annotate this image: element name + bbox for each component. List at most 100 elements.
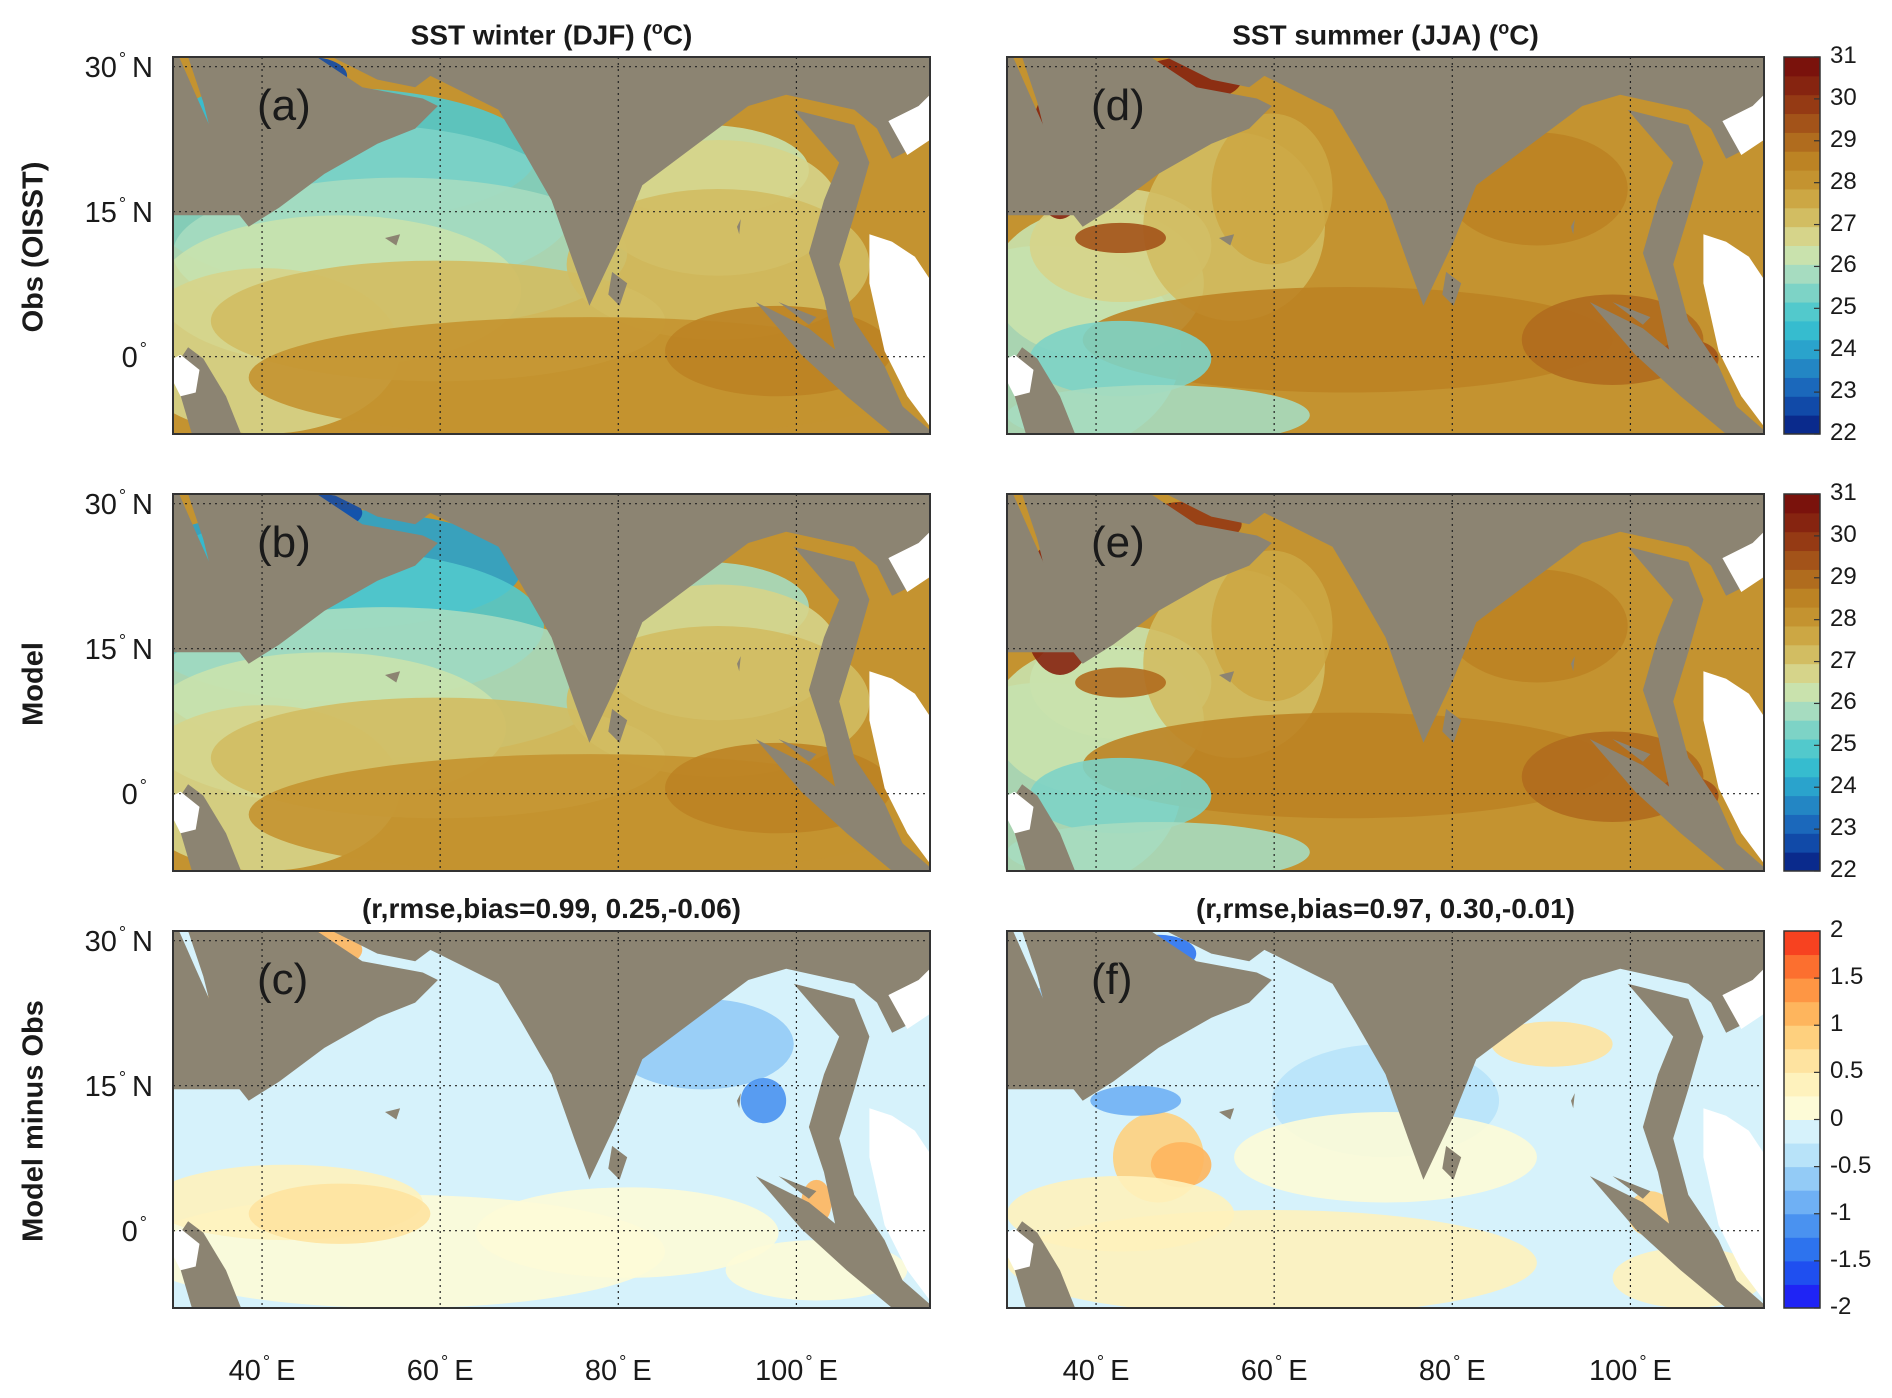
colorbar-tick-label: 23 — [1830, 814, 1857, 842]
masked-land — [888, 968, 930, 1029]
colorbar-tick-label: 24 — [1830, 335, 1857, 363]
row-label-obs: Obs (OISST) — [17, 161, 50, 333]
colorbar-segment — [1784, 132, 1820, 152]
land-mass — [1688, 377, 1696, 385]
masked-land — [1007, 791, 1034, 834]
map-panel-5 — [172, 930, 931, 1309]
colorbar-tick-label: 1.5 — [1830, 963, 1864, 991]
land-mass — [608, 1145, 628, 1180]
difference-colorbar — [1783, 930, 1821, 1309]
field-contour — [1029, 757, 1212, 834]
land-mass — [1442, 271, 1462, 306]
colorbar-tick-label: 25 — [1830, 293, 1857, 321]
field-contour — [475, 1187, 779, 1278]
colorbar-segment — [1784, 1001, 1820, 1026]
lon-tick-label: 80 ° E — [1418, 1352, 1486, 1387]
colorbar-segment — [1784, 1237, 1820, 1262]
colorbar-segment — [1784, 739, 1820, 759]
masked-land — [869, 234, 930, 427]
lon-tick-label: 40 ° E — [228, 1352, 296, 1387]
map-panel-3 — [172, 493, 931, 872]
panel-letter: (f) — [1091, 955, 1133, 1004]
colorbar-segment — [1784, 954, 1820, 979]
colorbar-tick-label: 27 — [1830, 646, 1857, 674]
lon-tick-label: 100 ° E — [1588, 1352, 1672, 1387]
field-contour — [1075, 222, 1166, 254]
land-mass — [1589, 1176, 1764, 1308]
colorbar-segment — [1784, 1190, 1820, 1215]
masked-land — [869, 671, 930, 864]
field-contour — [1029, 320, 1212, 397]
land-mass — [608, 271, 628, 306]
colorbar-segment — [1784, 531, 1820, 552]
land-mass — [1612, 739, 1651, 762]
land-mass — [793, 773, 809, 792]
land-mass — [385, 1108, 401, 1120]
lat-tick-label: 30 ° N — [84, 48, 153, 84]
colorbar-segment — [1784, 1213, 1820, 1238]
colorbar-segment — [1784, 978, 1820, 1003]
colorbar-tick-label: 24 — [1830, 772, 1857, 800]
colorbar-tick-label: 22 — [1830, 419, 1857, 446]
colorbar-segment — [1784, 1166, 1820, 1191]
land-mass — [1166, 494, 1764, 743]
field-contour — [1007, 821, 1310, 871]
land-mass — [1627, 1210, 1643, 1229]
colorbar-segment — [1784, 1143, 1820, 1168]
lat-tick-label: 30 ° N — [84, 922, 153, 958]
land-mass — [854, 1251, 862, 1259]
field-contour — [566, 625, 870, 777]
masked-land — [1703, 234, 1764, 427]
lon-tick-label: 60 ° E — [406, 1352, 474, 1387]
map-panel-1 — [172, 56, 931, 435]
map-panel-4 — [1006, 493, 1765, 872]
colorbar-segment — [1784, 245, 1820, 265]
colorbar-tick-label: 23 — [1830, 377, 1857, 405]
land-mass — [188, 57, 438, 227]
colorbar-segment — [1784, 339, 1820, 360]
land-mass — [1022, 57, 1272, 227]
colorbar-segment — [1784, 1260, 1820, 1285]
field-contour — [1090, 1085, 1182, 1116]
colorbar-segment — [1784, 57, 1820, 77]
masked-land — [1722, 94, 1764, 155]
masked-land — [869, 1108, 930, 1301]
land-mass — [188, 494, 438, 664]
colorbar-tick-label: 30 — [1830, 83, 1857, 111]
lon-tick-label: 40 ° E — [1062, 1352, 1130, 1387]
colorbar-tick-label: 28 — [1830, 167, 1857, 195]
colorbar-tick-label: 29 — [1830, 562, 1857, 590]
colorbar-segment — [1784, 358, 1820, 378]
colorbar-segment — [1784, 302, 1820, 322]
colorbar-tick-label: 29 — [1830, 125, 1857, 153]
land-mass — [1589, 739, 1764, 871]
colorbar-tick-label: 22 — [1830, 856, 1857, 883]
colorbar-segment — [1784, 607, 1820, 627]
colorbar-segment — [1784, 852, 1820, 872]
land-mass — [1688, 814, 1696, 822]
colorbar-segment — [1784, 512, 1820, 533]
colorbar-segment — [1784, 494, 1820, 514]
colorbar-segment — [1784, 701, 1820, 721]
lat-tick-label: 30 ° N — [84, 485, 153, 521]
colorbar-segment — [1784, 415, 1820, 435]
colorbar-tick-label: 2 — [1830, 916, 1844, 943]
row-label-difference: Model minus Obs — [17, 1000, 50, 1242]
field-contour — [1007, 384, 1310, 434]
land-mass — [1442, 708, 1462, 743]
colorbar-segment — [1784, 814, 1820, 834]
lat-tick-label: 0 ° — [121, 338, 147, 374]
colorbar-segment — [1784, 1048, 1820, 1073]
masked-land — [173, 791, 200, 834]
masked-land — [1722, 968, 1764, 1029]
land-mass — [1571, 656, 1575, 672]
colorbar-segment — [1784, 188, 1820, 209]
land-mass — [737, 656, 741, 672]
masked-land — [888, 531, 930, 592]
colorbar-segment — [1784, 663, 1820, 683]
land-mass — [1166, 931, 1764, 1180]
colorbar-segment — [1784, 377, 1820, 397]
land-mass — [1442, 1145, 1462, 1180]
colorbar-tick-label: 31 — [1830, 42, 1857, 69]
